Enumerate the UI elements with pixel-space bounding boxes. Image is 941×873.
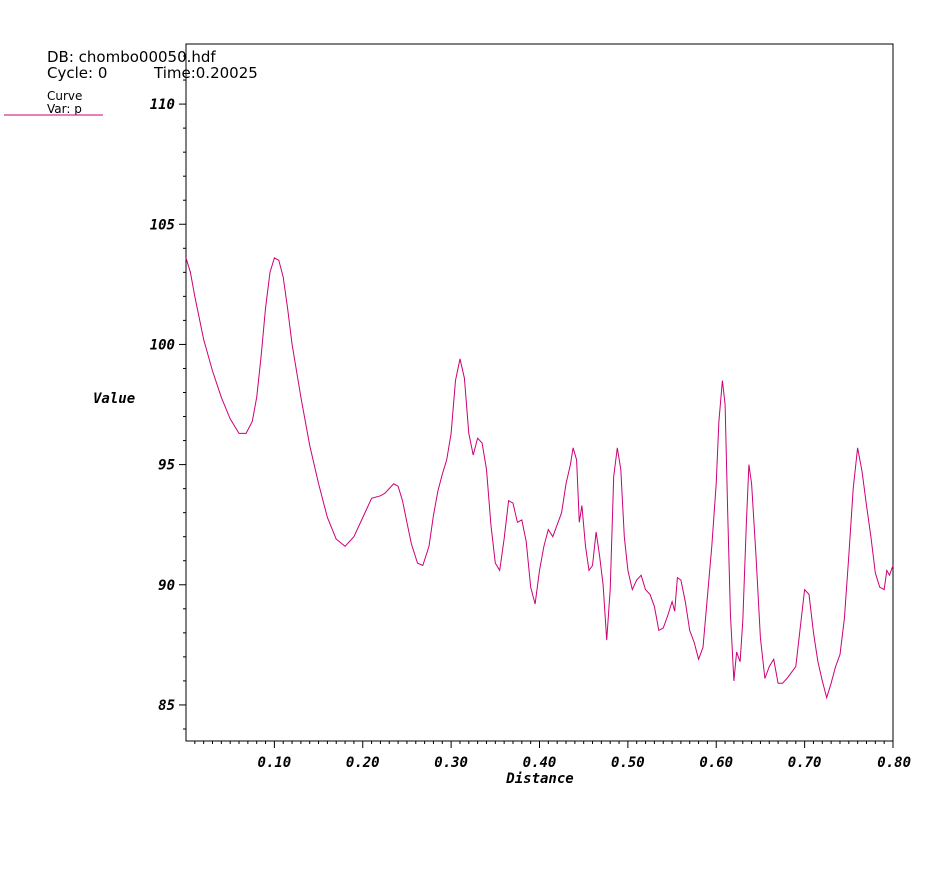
y-tick-label: 90 [158,578,175,594]
y-minor-ticks [183,55,186,730]
x-axis-title: Distance [505,771,573,787]
legend-title: Curve [47,89,83,103]
y-tick-label: 100 [150,337,175,353]
plot-frame [185,43,894,742]
x-tick-label: 0.10 [258,755,292,771]
x-tick-label: 0.60 [699,755,733,771]
x-tick-label: 0.50 [611,755,645,771]
db-label: DB: chombo00050.hdf [47,48,216,66]
x-tick-label: 0.80 [877,755,911,771]
x-tick-label: 0.20 [346,755,380,771]
y-tick-label: 105 [150,217,175,233]
cycle-label: Cycle: 0 [47,64,108,82]
x-tick-label: 0.70 [788,755,822,771]
time-label: Time:0.20025 [154,64,258,82]
series-line-p [185,257,894,700]
y-tick-label: 110 [150,97,175,113]
x-tick-label: 0.40 [523,755,557,771]
x-minor-ticks [194,741,885,744]
y-axis: 85 90 95 100 105 110 [150,97,186,714]
x-axis: 0.10 0.20 0.30 0.40 0.50 0.60 0.70 0.80 [258,741,911,771]
x-tick-label: 0.30 [434,755,468,771]
y-tick-label: 85 [158,698,175,714]
y-axis-title: Value [93,391,135,407]
legend-var-label: Var: p [47,102,82,116]
y-tick-label: 95 [158,458,175,474]
